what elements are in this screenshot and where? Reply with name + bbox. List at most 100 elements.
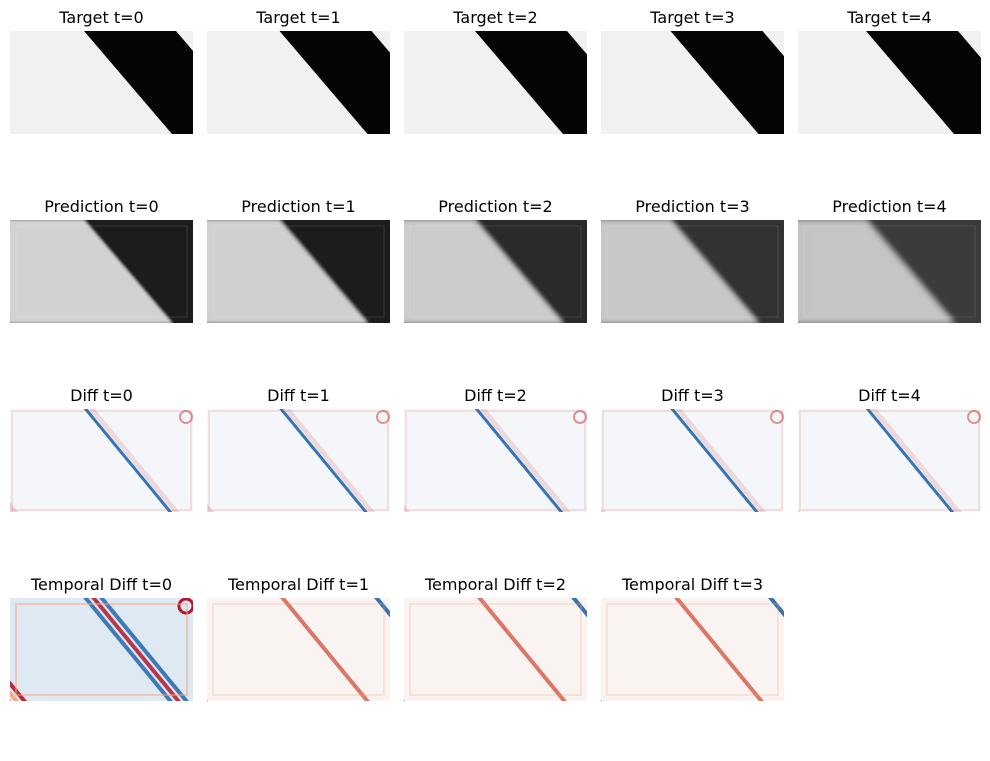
target-image <box>601 31 784 134</box>
target-image <box>798 31 981 134</box>
edge-artifact <box>404 220 416 323</box>
target-image <box>10 31 193 134</box>
border-artifact <box>602 410 783 511</box>
corner-artifact <box>967 410 981 424</box>
background <box>207 409 390 512</box>
edge-artifact <box>10 220 22 323</box>
corner-artifact <box>376 410 390 424</box>
border-artifact <box>11 410 192 511</box>
panel-title: Prediction t=3 <box>635 197 750 216</box>
target-image <box>207 31 390 134</box>
light-band <box>207 220 368 323</box>
temporal-image <box>404 598 587 701</box>
panel-title: Prediction t=1 <box>241 197 356 216</box>
panel-title: Diff t=0 <box>70 386 133 405</box>
panel-title: Temporal Diff t=1 <box>227 575 370 594</box>
corner-artifact <box>573 410 587 424</box>
diff-image <box>601 409 784 512</box>
light-band <box>798 220 954 323</box>
light-band <box>10 31 172 134</box>
panel-title: Diff t=3 <box>661 386 724 405</box>
panel-title: Target t=0 <box>59 8 144 27</box>
temporal-image <box>601 598 784 701</box>
temporal-stripe-blue <box>571 598 587 618</box>
panel-title: Target t=2 <box>453 8 538 27</box>
temporal-stripe-blue <box>374 598 390 618</box>
light-band <box>404 220 563 323</box>
edge-artifact <box>798 220 810 323</box>
error-stripe-blue <box>83 409 173 512</box>
light-corner <box>371 31 390 53</box>
error-halo-red <box>88 409 180 512</box>
corner-artifact <box>179 410 193 424</box>
background <box>404 409 587 512</box>
light-band <box>601 31 759 134</box>
inner-frame <box>606 225 779 318</box>
light-corner <box>958 31 981 58</box>
edge-artifact <box>601 220 613 323</box>
border-artifact <box>208 410 389 511</box>
border-artifact <box>405 410 586 511</box>
panel-title: Prediction t=4 <box>832 197 947 216</box>
target-image <box>404 31 587 134</box>
border-artifact <box>799 410 980 511</box>
temporal-image <box>10 598 193 701</box>
edge-artifact <box>207 220 219 323</box>
error-halo-red <box>870 409 962 512</box>
panel-title: Diff t=2 <box>464 386 527 405</box>
error-stripe-blue <box>670 409 759 512</box>
temporal-stripe-red <box>477 598 567 701</box>
border-artifact <box>212 603 385 696</box>
panel-title: Temporal Diff t=0 <box>30 575 173 594</box>
inner-frame <box>15 225 188 318</box>
light-band <box>10 220 172 323</box>
error-halo-red <box>283 409 376 512</box>
diff-image <box>798 409 981 512</box>
error-halo-red <box>674 409 767 512</box>
prediction-image <box>207 220 390 323</box>
inner-frame <box>212 225 385 318</box>
corner-artifact <box>770 410 784 424</box>
error-stripe-blue <box>279 409 368 512</box>
error-halo-red <box>479 409 571 512</box>
light-band <box>798 31 954 134</box>
diff-image <box>10 409 193 512</box>
error-stripe-blue <box>865 409 955 512</box>
error-stripe-blue <box>474 409 564 512</box>
temporal-stripe-red <box>10 680 27 701</box>
diff-image <box>404 409 587 512</box>
temporal-stripe-blue <box>768 598 784 618</box>
light-band <box>207 31 368 134</box>
temporal-stripe-red <box>280 598 370 701</box>
panel-title: Prediction t=0 <box>44 197 159 216</box>
light-band <box>404 31 563 134</box>
temporal-stripe <box>83 598 173 701</box>
temporal-stripe <box>91 598 181 701</box>
prediction-image <box>601 220 784 323</box>
border-artifact <box>606 603 779 696</box>
temporal-stripe-red <box>674 598 764 701</box>
background <box>601 598 784 701</box>
background <box>404 598 587 701</box>
prediction-image <box>10 220 193 323</box>
background <box>798 409 981 512</box>
inner-frame <box>803 225 976 318</box>
prediction-image <box>404 220 587 323</box>
panel-title: Target t=3 <box>650 8 735 27</box>
temporal-stripe <box>99 598 189 701</box>
panel-title: Temporal Diff t=2 <box>424 575 567 594</box>
diff-image <box>207 409 390 512</box>
border-artifact <box>15 603 188 696</box>
border-artifact <box>409 603 582 696</box>
panel-title: Prediction t=2 <box>438 197 553 216</box>
light-corner <box>176 31 193 51</box>
panel-title: Temporal Diff t=3 <box>621 575 764 594</box>
inner-frame <box>409 225 582 318</box>
prediction-image <box>798 220 981 323</box>
panel-title: Target t=1 <box>256 8 341 27</box>
light-corner <box>762 31 784 57</box>
panel-title: Target t=4 <box>847 8 932 27</box>
background <box>601 409 784 512</box>
panel-title: Diff t=4 <box>858 386 921 405</box>
background <box>207 598 390 701</box>
